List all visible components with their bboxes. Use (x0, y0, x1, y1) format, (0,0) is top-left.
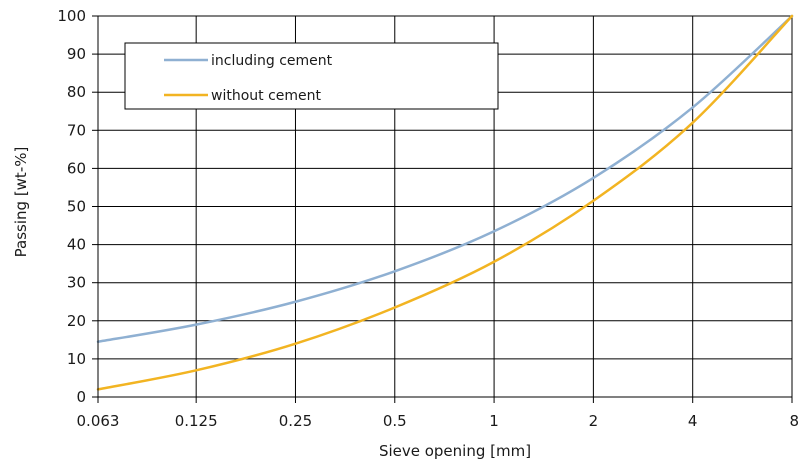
x-tick-label: 0.063 (77, 412, 120, 430)
x-tick-label: 0.125 (175, 412, 218, 430)
x-tick-label: 2 (589, 412, 599, 430)
y-tick-label: 0 (76, 388, 86, 406)
legend-box (124, 42, 499, 110)
y-axis-title: Passing [wt-%] (12, 147, 30, 258)
y-tick-label: 10 (67, 350, 86, 368)
x-tick-label: 1 (489, 412, 499, 430)
y-tick-label: 40 (67, 236, 86, 254)
tick-labels: 0 10 20 30 40 50 60 70 80 90 100 0.063 0.125 0.25 0.5 1… (57, 7, 799, 430)
series-line-including-cement (96, 14, 794, 343)
x-axis-title: Sieve opening [mm] (379, 442, 531, 460)
y-tick-label: 100 (57, 7, 86, 25)
y-tick-label: 90 (67, 45, 86, 63)
y-tick-label: 20 (67, 312, 86, 330)
y-tick-label: 30 (67, 274, 86, 292)
y-tick-label: 70 (67, 121, 86, 139)
y-tick-label: 80 (67, 83, 86, 101)
series-line-without-cement (96, 14, 794, 391)
axes (92, 15, 793, 403)
x-tick-label: 0.5 (383, 412, 407, 430)
legend-label-including-cement: including cement (211, 53, 333, 69)
legend-label-without-cement: without cement (211, 88, 322, 104)
x-tick-label: 0.25 (279, 412, 312, 430)
y-tick-label: 60 (67, 159, 86, 177)
series-group (96, 14, 794, 391)
x-tick-label: 4 (688, 412, 698, 430)
legend: including cement without cement (124, 42, 499, 110)
x-tick-label: 8 (789, 412, 799, 430)
y-tick-label: 50 (67, 198, 86, 216)
